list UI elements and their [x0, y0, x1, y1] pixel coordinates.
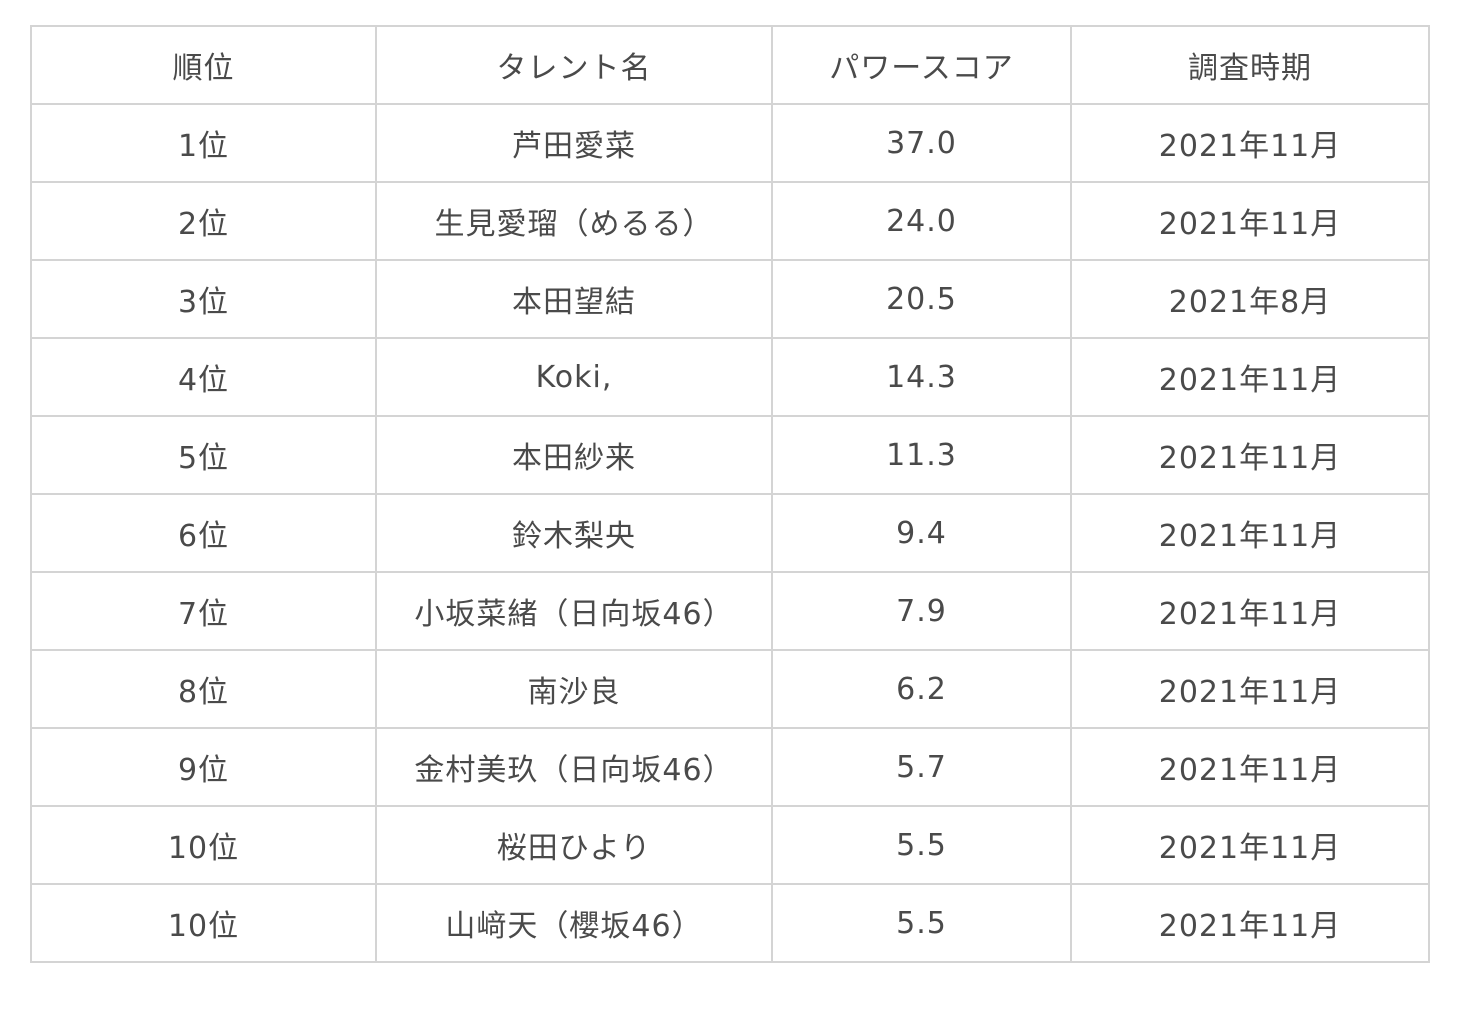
table-row: 9位 金村美玖（日向坂46） 5.7 2021年11月: [30, 727, 1430, 807]
power-score-cell: 5.5: [771, 805, 1072, 885]
survey-period-cell: 2021年11月: [1070, 103, 1430, 183]
rank-cell: 7位: [30, 571, 377, 651]
survey-period-cell: 2021年8月: [1070, 259, 1430, 339]
survey-period-cell: 2021年11月: [1070, 415, 1430, 495]
power-score-cell: 9.4: [771, 493, 1072, 573]
survey-period-cell: 2021年11月: [1070, 805, 1430, 885]
talent-name-cell: 芦田愛菜: [375, 103, 773, 183]
survey-period-cell: 2021年11月: [1070, 337, 1430, 417]
ranking-table: 順位 タレント名 パワースコア 調査時期 1位 芦田愛菜 37.0 2021年1…: [30, 25, 1430, 963]
survey-period-cell: 2021年11月: [1070, 181, 1430, 261]
power-score-cell: 5.7: [771, 727, 1072, 807]
survey-period-cell: 2021年11月: [1070, 649, 1430, 729]
rank-cell: 1位: [30, 103, 377, 183]
talent-name-cell: 本田紗来: [375, 415, 773, 495]
survey-period-cell: 2021年11月: [1070, 883, 1430, 963]
survey-period-cell: 2021年11月: [1070, 493, 1430, 573]
talent-name-cell: 山﨑天（櫻坂46）: [375, 883, 773, 963]
talent-name-cell: 小坂菜緒（日向坂46）: [375, 571, 773, 651]
table-row: 1位 芦田愛菜 37.0 2021年11月: [30, 103, 1430, 183]
power-score-cell: 37.0: [771, 103, 1072, 183]
rank-cell: 9位: [30, 727, 377, 807]
table-row: 5位 本田紗来 11.3 2021年11月: [30, 415, 1430, 495]
table-row: 10位 山﨑天（櫻坂46） 5.5 2021年11月: [30, 883, 1430, 963]
header-survey-period: 調査時期: [1070, 25, 1430, 105]
survey-period-cell: 2021年11月: [1070, 727, 1430, 807]
table-row: 8位 南沙良 6.2 2021年11月: [30, 649, 1430, 729]
talent-name-cell: Koki,: [375, 337, 773, 417]
talent-name-cell: 金村美玖（日向坂46）: [375, 727, 773, 807]
header-rank: 順位: [30, 25, 377, 105]
talent-name-cell: 桜田ひより: [375, 805, 773, 885]
table-row: 10位 桜田ひより 5.5 2021年11月: [30, 805, 1430, 885]
table-row: 7位 小坂菜緒（日向坂46） 7.9 2021年11月: [30, 571, 1430, 651]
rank-cell: 8位: [30, 649, 377, 729]
power-score-cell: 11.3: [771, 415, 1072, 495]
rank-cell: 3位: [30, 259, 377, 339]
rank-cell: 5位: [30, 415, 377, 495]
rank-cell: 4位: [30, 337, 377, 417]
rank-cell: 2位: [30, 181, 377, 261]
header-power-score: パワースコア: [771, 25, 1072, 105]
talent-name-cell: 本田望結: [375, 259, 773, 339]
rank-cell: 10位: [30, 883, 377, 963]
ranking-table-container: 順位 タレント名 パワースコア 調査時期 1位 芦田愛菜 37.0 2021年1…: [30, 25, 1430, 963]
rank-cell: 10位: [30, 805, 377, 885]
power-score-cell: 6.2: [771, 649, 1072, 729]
power-score-cell: 5.5: [771, 883, 1072, 963]
table-row: 6位 鈴木梨央 9.4 2021年11月: [30, 493, 1430, 573]
talent-name-cell: 生見愛瑠（めるる）: [375, 181, 773, 261]
power-score-cell: 14.3: [771, 337, 1072, 417]
table-header-row: 順位 タレント名 パワースコア 調査時期: [30, 25, 1430, 105]
power-score-cell: 7.9: [771, 571, 1072, 651]
rank-cell: 6位: [30, 493, 377, 573]
header-talent-name: タレント名: [375, 25, 773, 105]
survey-period-cell: 2021年11月: [1070, 571, 1430, 651]
table-row: 3位 本田望結 20.5 2021年8月: [30, 259, 1430, 339]
table-row: 4位 Koki, 14.3 2021年11月: [30, 337, 1430, 417]
talent-name-cell: 鈴木梨央: [375, 493, 773, 573]
talent-name-cell: 南沙良: [375, 649, 773, 729]
power-score-cell: 24.0: [771, 181, 1072, 261]
table-row: 2位 生見愛瑠（めるる） 24.0 2021年11月: [30, 181, 1430, 261]
power-score-cell: 20.5: [771, 259, 1072, 339]
